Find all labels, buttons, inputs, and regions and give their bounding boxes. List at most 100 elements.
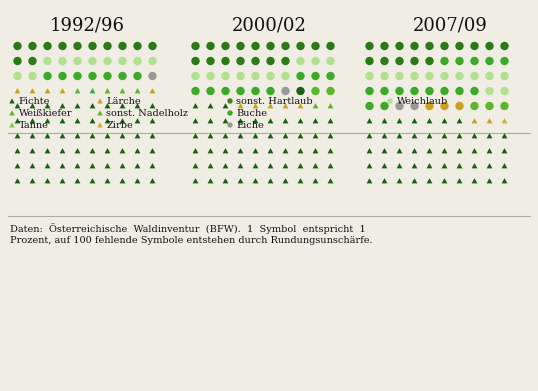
Circle shape <box>133 57 141 65</box>
Polygon shape <box>150 118 155 124</box>
Polygon shape <box>442 133 448 138</box>
Circle shape <box>410 87 419 95</box>
Polygon shape <box>60 103 66 108</box>
Polygon shape <box>267 163 273 169</box>
Circle shape <box>440 42 449 50</box>
Polygon shape <box>427 133 433 138</box>
Polygon shape <box>45 148 51 153</box>
Circle shape <box>485 87 494 95</box>
Circle shape <box>266 72 275 80</box>
Polygon shape <box>501 163 507 169</box>
Circle shape <box>387 98 393 104</box>
Circle shape <box>88 42 97 50</box>
Polygon shape <box>366 118 372 124</box>
Polygon shape <box>253 103 258 108</box>
Polygon shape <box>119 178 125 183</box>
Polygon shape <box>150 163 155 169</box>
Circle shape <box>236 42 245 50</box>
Circle shape <box>395 102 404 110</box>
Circle shape <box>470 57 479 65</box>
Polygon shape <box>119 88 125 93</box>
Polygon shape <box>30 163 36 169</box>
Circle shape <box>426 87 434 95</box>
Text: Eiche: Eiche <box>237 120 264 129</box>
Circle shape <box>426 72 434 80</box>
Circle shape <box>221 42 230 50</box>
Polygon shape <box>150 88 155 93</box>
Circle shape <box>192 42 200 50</box>
Circle shape <box>221 87 230 95</box>
Polygon shape <box>412 178 417 183</box>
Polygon shape <box>134 88 140 93</box>
Polygon shape <box>134 148 140 153</box>
Polygon shape <box>45 103 51 108</box>
Polygon shape <box>267 118 273 124</box>
Circle shape <box>58 57 67 65</box>
Circle shape <box>395 57 404 65</box>
Polygon shape <box>134 118 140 124</box>
Circle shape <box>485 102 494 110</box>
Polygon shape <box>60 88 66 93</box>
Polygon shape <box>97 110 103 115</box>
Circle shape <box>296 42 305 50</box>
Circle shape <box>118 72 127 80</box>
Circle shape <box>13 72 22 80</box>
Polygon shape <box>313 163 318 169</box>
Polygon shape <box>238 178 243 183</box>
Polygon shape <box>472 118 477 124</box>
Polygon shape <box>397 133 402 138</box>
Circle shape <box>500 57 509 65</box>
Polygon shape <box>208 103 214 108</box>
Polygon shape <box>366 148 372 153</box>
Polygon shape <box>15 88 20 93</box>
Circle shape <box>365 42 374 50</box>
Polygon shape <box>15 103 20 108</box>
Polygon shape <box>472 163 477 169</box>
Text: Prozent, auf 100 fehlende Symbole entstehen durch Rundungsunschärfe.: Prozent, auf 100 fehlende Symbole entste… <box>10 236 373 245</box>
Circle shape <box>380 72 388 80</box>
Polygon shape <box>457 178 462 183</box>
Polygon shape <box>412 118 417 124</box>
Circle shape <box>29 57 37 65</box>
Circle shape <box>296 72 305 80</box>
Circle shape <box>251 87 260 95</box>
Polygon shape <box>282 148 288 153</box>
Polygon shape <box>501 118 507 124</box>
Polygon shape <box>381 178 387 183</box>
Circle shape <box>470 42 479 50</box>
Polygon shape <box>193 163 199 169</box>
Polygon shape <box>15 133 20 138</box>
Polygon shape <box>313 178 318 183</box>
Polygon shape <box>486 133 492 138</box>
Circle shape <box>192 87 200 95</box>
Polygon shape <box>30 148 36 153</box>
Circle shape <box>455 102 464 110</box>
Circle shape <box>266 57 275 65</box>
Polygon shape <box>328 163 334 169</box>
Polygon shape <box>30 88 36 93</box>
Circle shape <box>88 57 97 65</box>
Polygon shape <box>472 133 477 138</box>
Circle shape <box>365 102 374 110</box>
Polygon shape <box>313 148 318 153</box>
Polygon shape <box>134 133 140 138</box>
Circle shape <box>43 57 52 65</box>
Polygon shape <box>150 178 155 183</box>
Polygon shape <box>253 163 258 169</box>
Circle shape <box>395 72 404 80</box>
Circle shape <box>455 72 464 80</box>
Circle shape <box>410 42 419 50</box>
Text: Tanne: Tanne <box>18 120 48 129</box>
Polygon shape <box>366 133 372 138</box>
Circle shape <box>88 72 97 80</box>
Circle shape <box>440 72 449 80</box>
Polygon shape <box>267 133 273 138</box>
Text: Fichte: Fichte <box>18 97 50 106</box>
Polygon shape <box>298 163 303 169</box>
Polygon shape <box>208 148 214 153</box>
Polygon shape <box>75 133 80 138</box>
Polygon shape <box>104 148 110 153</box>
Polygon shape <box>381 133 387 138</box>
Circle shape <box>380 57 388 65</box>
Polygon shape <box>75 118 80 124</box>
